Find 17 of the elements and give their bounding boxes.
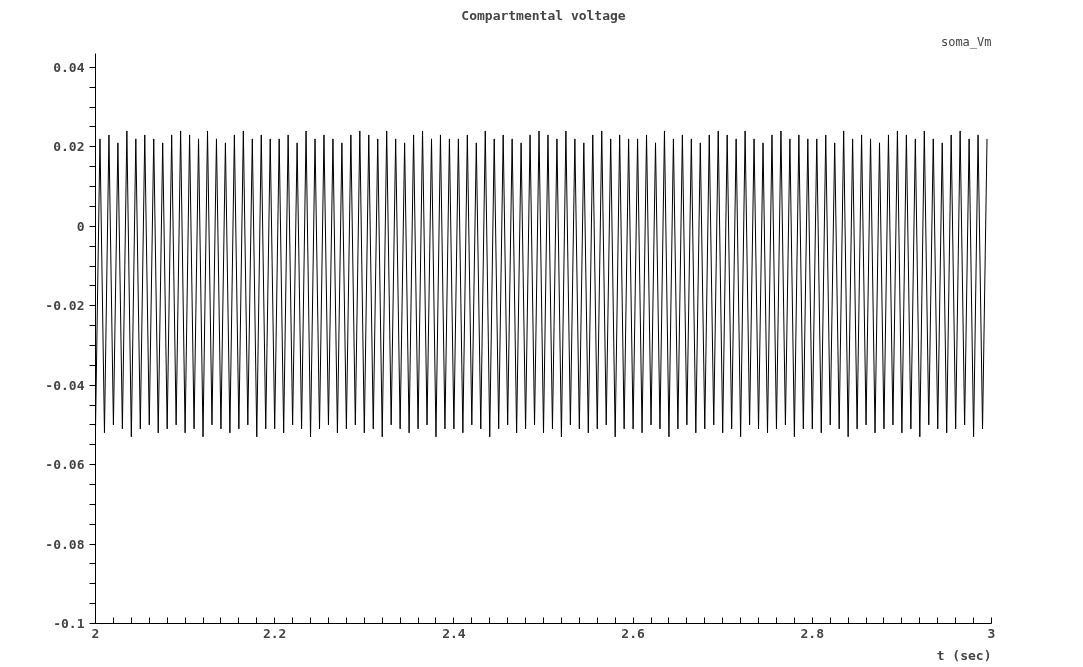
x-tick-label: 3 bbox=[987, 625, 996, 641]
text: soma_Vm bbox=[940, 34, 992, 49]
y-tick-label: -0.02 bbox=[45, 298, 85, 314]
y-tick-label: -0.06 bbox=[45, 457, 85, 473]
x-tick-label: 2 bbox=[91, 625, 100, 641]
y-tick-label: 0.02 bbox=[53, 139, 85, 155]
x-tick-label: 2.4 bbox=[442, 625, 466, 641]
x-tick-label: 2.8 bbox=[800, 625, 825, 641]
x-axis-title: t (sec) bbox=[936, 647, 992, 663]
y-tick-label: 0.04 bbox=[53, 59, 85, 75]
y-tick-label: -0.08 bbox=[45, 536, 85, 552]
y-tick-label: 0 bbox=[76, 218, 85, 234]
x-tick-label: 2.2 bbox=[262, 625, 287, 641]
x-tick-label: 2.6 bbox=[621, 625, 646, 641]
chart-title: Compartmental voltage bbox=[461, 7, 626, 23]
y-tick-label: -0.1 bbox=[53, 616, 85, 631]
y-tick-label: -0.04 bbox=[45, 377, 85, 393]
